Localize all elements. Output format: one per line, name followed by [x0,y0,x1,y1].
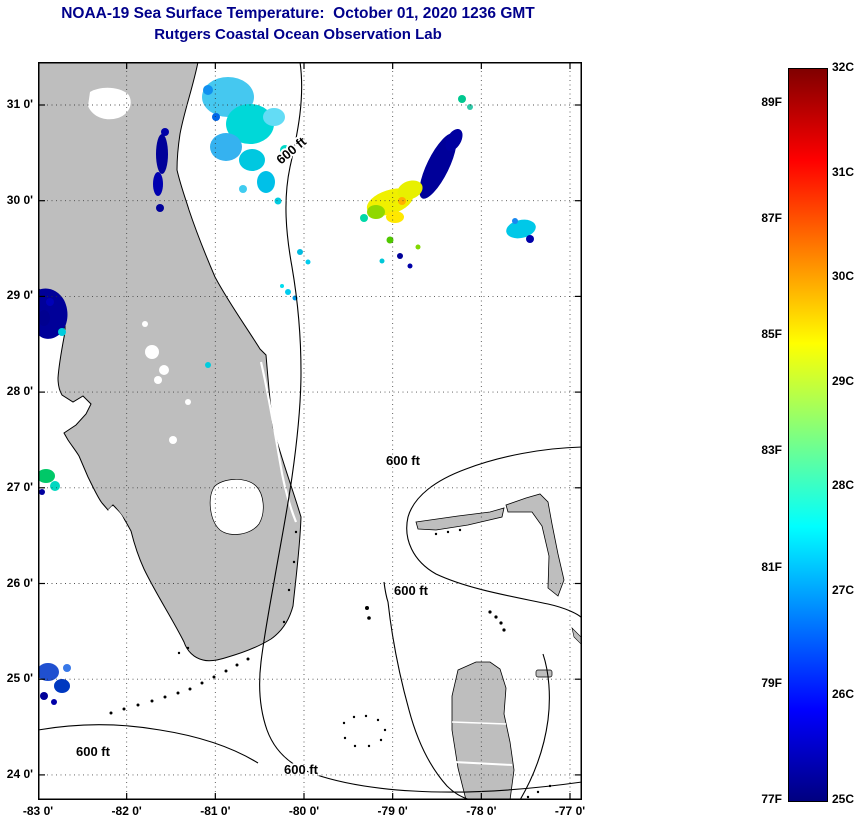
colorbar-celsius-label: 28C [832,478,855,493]
x-tick-label: -77 0' [554,804,586,818]
x-tick-label: -79 0' [377,804,408,818]
sst-patch-northeast-cluster [360,95,473,269]
colorbar-fahrenheit-label: 79F [761,675,782,690]
x-tick-label: -78 0' [466,804,497,818]
sst-patch-atlantic-north [202,77,311,265]
new-providence-island [535,669,553,678]
y-tick-label: 29 0' [6,288,33,303]
lake-okeechobee [209,479,264,535]
depth-contour-600ft [38,62,582,800]
page-title: NOAA-19 Sea Surface Temperature: October… [61,5,535,22]
colorbar-fahrenheit-label: 83F [761,443,782,458]
sst-map: 600 ft 600 ft 600 ft 600 ft 600 ft [38,62,582,800]
andros-island [451,661,515,800]
x-tick-label: -81 0' [200,804,231,818]
abaco-islands [505,493,565,597]
colorbar-fahrenheit-label: 85F [761,327,782,342]
x-tick-label: -82 0' [111,804,142,818]
contour-label-600ft: 600 ft [386,453,421,468]
y-tick-label: 24 0' [6,766,33,781]
colorbar-fahrenheit-label: 89F [761,94,782,109]
y-tick-label: 30 0' [6,192,33,207]
y-tick-label: 26 0' [6,575,33,590]
florida-keys-dots [109,530,552,799]
inland-lakes [88,87,264,535]
colorbar-fahrenheit-label: 77F [761,792,782,806]
colorbar-celsius-label: 30C [832,269,855,284]
colorbar-celsius-label: 27C [832,582,855,597]
colorbar-fahrenheit-label: 81F [761,559,782,574]
charlotte-harbor [108,506,125,524]
grand-bahama-island [415,507,505,531]
x-tick-label: -83 0' [22,804,54,818]
colorbar-celsius-label: 32C [832,60,855,74]
colorbar-celsius-label: 25C [832,792,855,806]
sst-patch-gulf-west-edge [38,288,71,705]
okefenokee-swamp [88,87,131,120]
colorbar-celsius-label: 29C [832,373,855,388]
contour-label-600ft: 600 ft [284,762,319,777]
gridlines [38,62,582,800]
temperature-colorbar [788,68,828,802]
x-tick-label: -80 0' [288,804,320,818]
colorbar-fahrenheit-label: 87F [761,211,782,226]
sst-patch-st-johns-river [153,128,211,368]
contour-label-600ft: 600 ft [394,583,429,598]
y-tick-label: 31 0' [6,97,33,111]
contour-label-600ft: 600 ft [76,744,111,759]
colorbar-celsius-label: 26C [832,687,855,702]
sst-patch-east-offshore [280,218,536,301]
y-tick-label: 25 0' [6,671,33,686]
indian-river-lagoon [259,361,298,523]
colorbar-celsius-label: 31C [832,164,855,179]
page-subtitle: Rutgers Coastal Ocean Observation Lab [154,26,442,43]
y-tick-label: 28 0' [6,384,33,399]
axis-ticks [38,62,582,800]
plot-border [38,62,582,800]
y-tick-label: 27 0' [6,479,33,494]
bahamas-islands [365,493,582,800]
